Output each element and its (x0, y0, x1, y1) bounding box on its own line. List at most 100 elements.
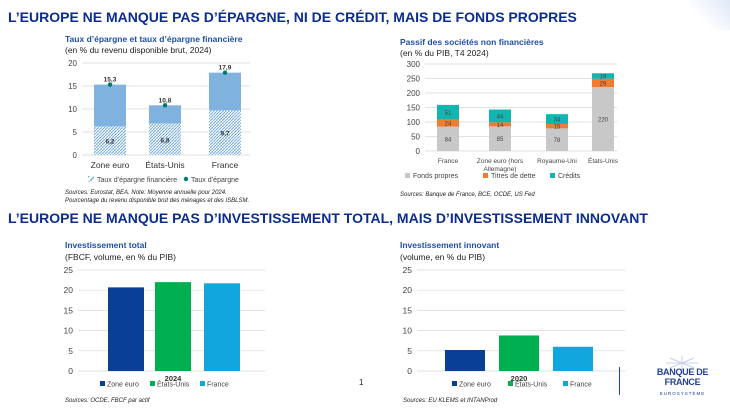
data-label: 29 (600, 81, 607, 87)
bar-segment-fonds-propres (592, 87, 614, 151)
y-tick-label: 150 (407, 104, 421, 113)
y-tick-label: 300 (407, 60, 421, 69)
bar-segment-cr-dits (592, 73, 614, 79)
legend-swatch (88, 176, 94, 182)
bar-taux-epargne (149, 105, 181, 124)
chart1-title: Taux d’épargne et taux d’épargne financi… (65, 34, 243, 44)
point-taux-epargne (222, 70, 228, 75)
bar-segment-titres-de-dette (437, 119, 459, 127)
bar-segment-fonds-propres (546, 128, 568, 151)
data-label: 14 (497, 123, 504, 129)
data-label: 84 (445, 137, 452, 143)
y-tick-label: 0 (407, 366, 412, 376)
chart1-source: Sources: Eurostat, BEA. Note: Moyenne an… (65, 189, 249, 205)
banque-de-france-logo: BANQUE DE FRANCE EUROSYSTÈME (640, 356, 725, 396)
y-tick-label: 15 (403, 305, 413, 315)
y-tick-label: 20 (68, 59, 77, 68)
chart3-source: Sources: OCDE, FBCF par actif (65, 398, 150, 404)
legend-swatch (508, 381, 513, 386)
chart4-subtitle: (volume, en % du PIB) (400, 252, 486, 262)
legend-label: Zone euro (459, 382, 491, 389)
chart3-total-investment: 0 5 10 15 20 25 Zone euro États-Unis France 2024 (64, 265, 265, 389)
legend-label: Titres de dette (491, 173, 536, 180)
bar-etats-unis (155, 282, 191, 371)
chart1-subtitle: (en % du revenu disponible brut, 2024) (65, 45, 212, 55)
chart3-subtitle: (FBCF, volume, en % du PIB) (65, 252, 177, 262)
chart1-savings: 0 5 10 15 20 6,2 15,3 Zone euro 6,8 10,8 États-Uni… (68, 59, 250, 184)
data-label: 15,3 (104, 77, 117, 84)
y-tick-label: 0 (68, 366, 73, 376)
corner-decoration (690, 0, 730, 30)
y-tick-label: 5 (73, 128, 78, 137)
bar-taux-epargne (94, 84, 126, 127)
data-label: 24 (445, 122, 452, 128)
y-tick-label: 10 (403, 326, 413, 336)
bar-taux-epargne-financiere (209, 110, 241, 155)
chart2-title: Passif des sociétés non financières (400, 37, 544, 47)
data-label: 17,9 (219, 65, 232, 72)
y-tick-label: 25 (64, 265, 74, 275)
y-tick-label: 10 (64, 326, 74, 336)
x-tick-label: Allemagne) (484, 166, 517, 173)
legend-label: États-Unis (157, 380, 190, 389)
legend-swatch (405, 173, 410, 178)
legend-label: États-Unis (515, 380, 548, 389)
legend-label: France (207, 382, 229, 389)
data-label: 78 (554, 138, 561, 144)
data-label: 9,7 (220, 131, 229, 138)
y-tick-label: 5 (407, 346, 412, 356)
bar-segment-fonds-propres (437, 126, 459, 151)
y-tick-label: 10 (68, 105, 77, 114)
legend-label: Fonds propres (413, 173, 459, 180)
bar-zone-euro (108, 287, 144, 371)
y-tick-label: 50 (411, 133, 420, 142)
bar-segment-titres-de-dette (546, 124, 568, 129)
data-label: 6,8 (160, 137, 169, 144)
chart4-innovative-investment: 0 5 10 15 20 25 Zone euro États-Unis France 2020 (403, 265, 625, 389)
x-tick-label: Royaume-Uni (537, 158, 577, 165)
y-tick-label: 0 (73, 151, 78, 160)
chart2-liabilities: 0 50 100 150 200 250 300 84 24 51 France 85 14 44 Zone… (405, 60, 619, 180)
x-tick-label: États-Unis (145, 160, 184, 170)
data-label: 15 (554, 125, 561, 131)
bar-zone-euro (445, 349, 485, 371)
x-tick-label: France (212, 160, 239, 170)
y-tick-label: 25 (403, 265, 413, 275)
data-label: 6,2 (105, 139, 114, 146)
legend-swatch (183, 176, 189, 182)
divider (619, 367, 620, 395)
logo-star-icon (666, 356, 698, 370)
legend-label: Taux d’épargne (191, 177, 239, 184)
x-tick-label: Zone euro (91, 160, 130, 170)
bar-france (204, 283, 240, 371)
x-tick-label: Zone euro (hors (477, 158, 524, 165)
data-label: 51 (445, 111, 452, 117)
heading-top: L’EUROPE NE MANQUE PAS D’ÉPARGNE, NI DE … (8, 9, 577, 25)
x-tick-label: États-Unis (588, 156, 619, 165)
x-tick-label: 2024 (165, 374, 183, 383)
bar-segment-cr-dits (489, 109, 511, 123)
chart2-source: Sources: Banque de France, BCE, OCDE, US… (400, 192, 535, 198)
y-tick-label: 15 (68, 82, 77, 91)
heading-bottom: L’EUROPE NE MANQUE PAS D’INVESTISSEMENT … (8, 210, 648, 226)
data-label: 220 (598, 118, 609, 124)
bar-segment-titres-de-dette (592, 78, 614, 88)
data-label: 85 (497, 137, 504, 143)
chart3-title: Investissement total (65, 240, 147, 250)
legend-label: Taux d’épargne financière (97, 177, 177, 184)
legend-label: Crédits (558, 173, 581, 180)
y-tick-label: 5 (68, 346, 73, 356)
source-line: Pourcentage du revenu disponible brut de… (65, 198, 250, 204)
y-tick-label: 20 (403, 285, 413, 295)
legend-swatch (150, 381, 155, 386)
point-taux-epargne (107, 82, 113, 87)
source-line: Sources: Eurostat, BEA. Note: Moyenne an… (65, 190, 227, 196)
x-tick-label: 2020 (511, 374, 528, 383)
bar-taux-epargne (209, 72, 241, 111)
legend-swatch (563, 381, 568, 386)
bar-etats-unis (499, 335, 539, 371)
legend-swatch (200, 381, 205, 386)
bar-taux-epargne-financiere (94, 126, 126, 155)
y-tick-label: 15 (64, 305, 74, 315)
data-label: 34 (554, 118, 561, 124)
